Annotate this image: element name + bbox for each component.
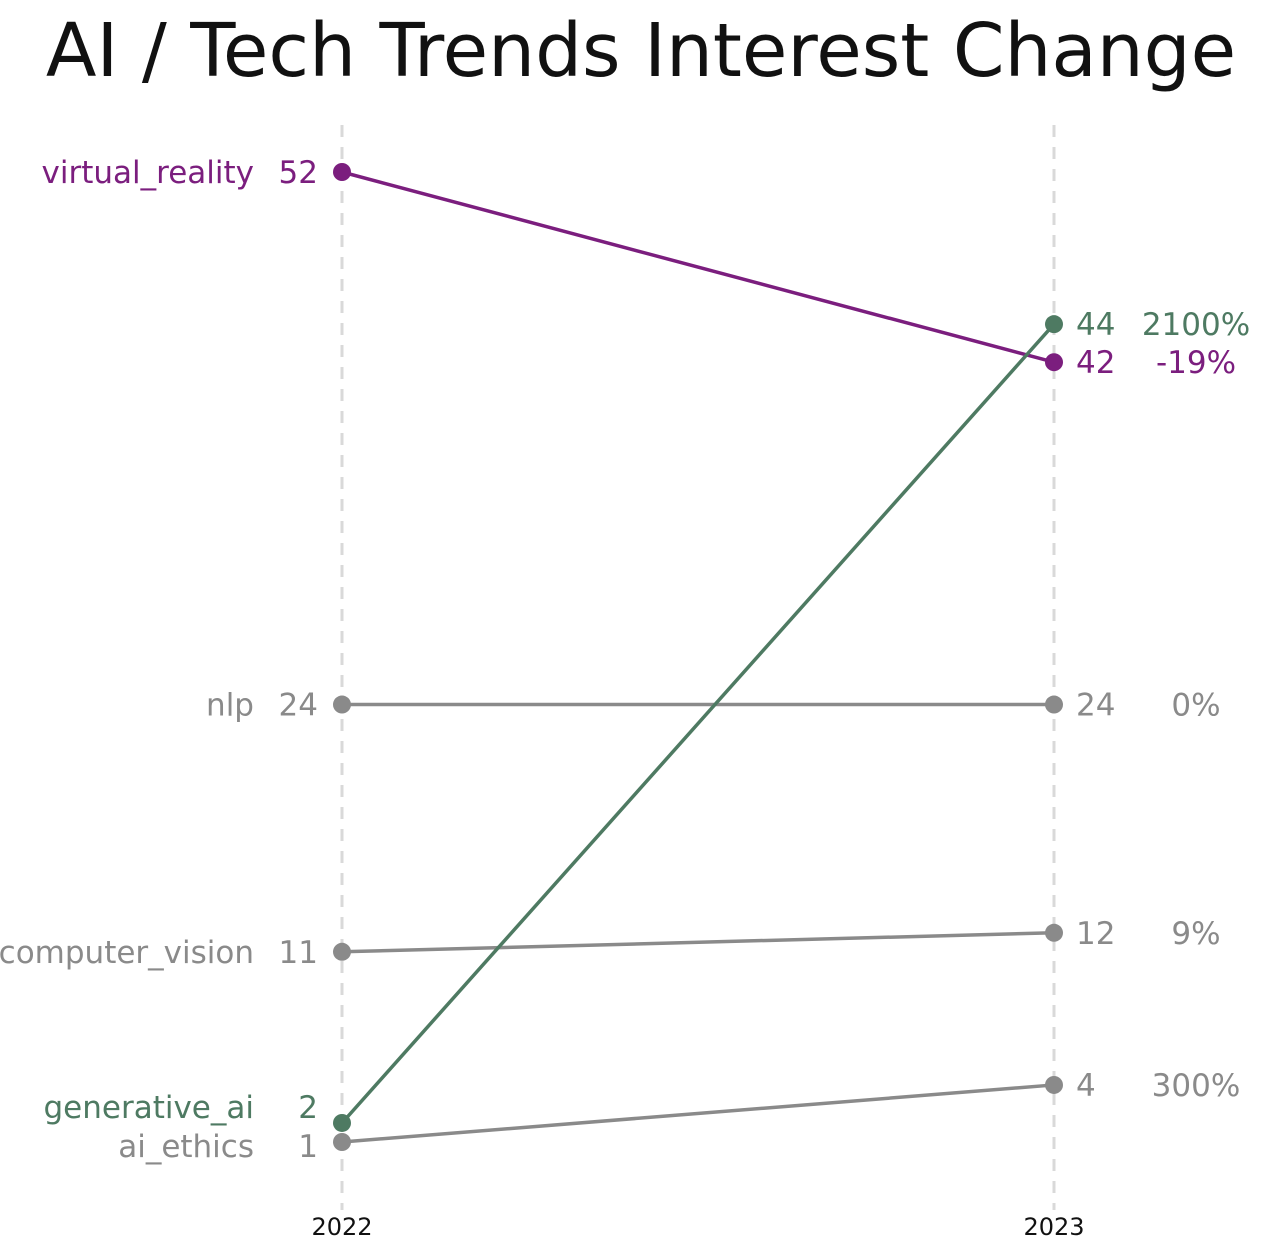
series-name-nlp: nlp — [206, 688, 254, 724]
line-generative-ai — [340, 322, 1056, 1125]
line-virtual-reality — [341, 170, 1055, 364]
point-virtual-reality-2022 — [333, 163, 351, 181]
series-name-computer-vision: computer_vision — [0, 935, 254, 971]
series-nlp: nlp 24 24 0% — [206, 688, 1221, 724]
line-computer-vision — [341, 931, 1055, 954]
series-generative-ai: generative_ai 244 2100% — [43, 307, 1250, 1132]
x-tick-2023: 2023 — [1023, 1213, 1084, 1241]
chart-title: AI / Tech Trends Interest Change — [45, 8, 1237, 94]
point-ai-ethics-2022 — [333, 1133, 351, 1151]
change-nlp: 0% — [1171, 688, 1220, 724]
point-nlp-2023 — [1045, 695, 1063, 714]
series-name-ai-ethics: ai_ethics — [118, 1129, 254, 1165]
value-virtual-reality-2023: 42 — [1076, 345, 1115, 381]
point-nlp-2022 — [333, 695, 351, 714]
value-ai-ethics-2022: 1 — [298, 1129, 318, 1165]
point-generative-ai-2023 — [1045, 315, 1063, 334]
change-ai-ethics: 300% — [1152, 1068, 1241, 1104]
value-ai-ethics-2023: 4 — [1076, 1068, 1096, 1104]
value-generative-ai-2022: 2 — [298, 1090, 318, 1126]
change-generative-ai: 2100% — [1142, 307, 1250, 343]
series-name-generative-ai: generative_ai — [43, 1090, 254, 1126]
point-computer-vision-2022 — [333, 942, 351, 961]
x-tick-2022: 2022 — [311, 1213, 372, 1241]
value-nlp-2023: 24 — [1076, 688, 1115, 724]
value-nlp-2022: 24 — [279, 688, 318, 724]
series-ai-ethics: ai_ethics 1 4 300% — [118, 1068, 1240, 1165]
series-computer-vision: computer_vision 11 12 9% — [0, 916, 1221, 971]
change-virtual-reality: -19% — [1156, 345, 1236, 381]
value-generative-ai-2023: 44 — [1076, 307, 1115, 343]
series-virtual-reality: virtual_reality 52 42 -19% — [42, 155, 1237, 381]
point-computer-vision-2023 — [1045, 923, 1063, 942]
value-virtual-reality-2022: 52 — [279, 155, 318, 191]
series-name-virtual-reality: virtual_reality — [42, 155, 254, 191]
point-generative-ai-2022 — [333, 1113, 351, 1132]
line-ai-ethics — [341, 1083, 1055, 1144]
value-computer-vision-2023: 12 — [1076, 916, 1115, 952]
value-computer-vision-2022: 11 — [279, 935, 318, 971]
change-computer-vision: 9% — [1171, 916, 1220, 952]
point-virtual-reality-2023 — [1045, 353, 1063, 372]
point-ai-ethics-2023 — [1045, 1075, 1063, 1094]
